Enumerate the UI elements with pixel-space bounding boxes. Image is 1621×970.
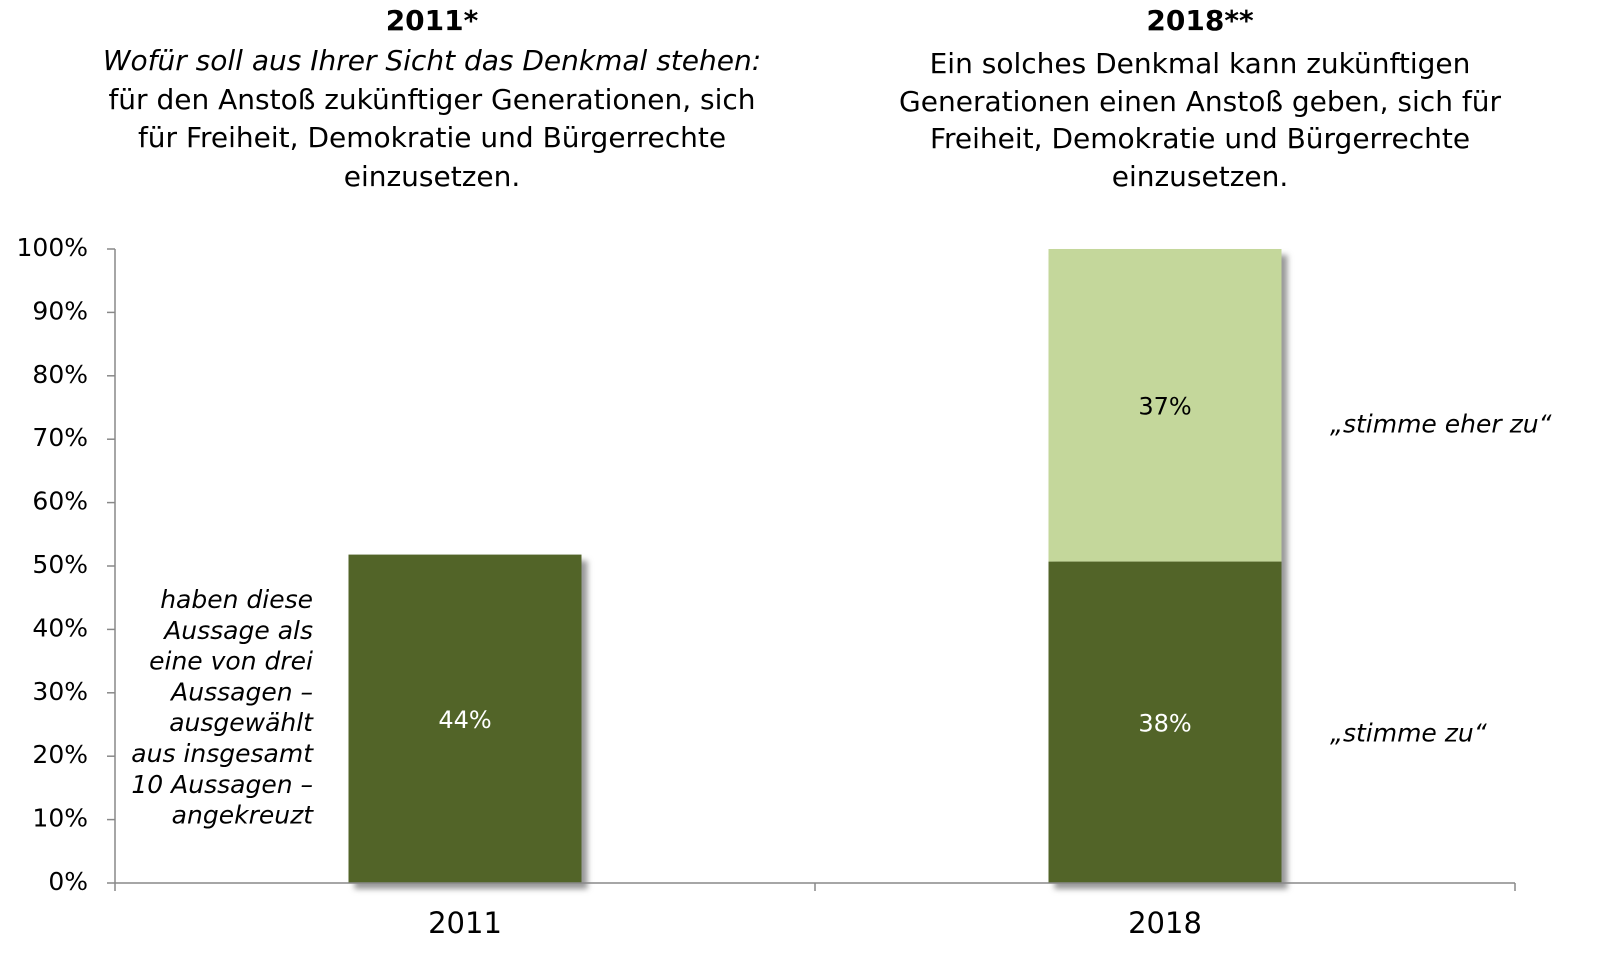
note-line: eine von drei <box>149 647 313 676</box>
header-line: Wofür soll aus Ihrer Sicht das Denkmal s… <box>103 44 761 77</box>
legend-label: „stimme eher zu“ <box>1330 409 1553 438</box>
y-tick-label: 0% <box>48 867 88 896</box>
y-tick-label: 80% <box>32 360 88 389</box>
note-line: angekreuzt <box>172 801 315 830</box>
header-line: Generationen einen Anstoß geben, sich fü… <box>899 85 1501 118</box>
note-line: haben diese <box>160 585 313 614</box>
header-line: einzusetzen. <box>344 160 521 193</box>
bar-segment <box>1048 561 1282 883</box>
note-line: Aussagen – <box>169 677 313 706</box>
header-line: für Freiheit, Demokratie und Bürgerrecht… <box>138 121 726 154</box>
bar-label: 44% <box>438 706 491 734</box>
bar-label: 37% <box>1138 392 1191 420</box>
legend-label: „stimme zu“ <box>1330 718 1488 747</box>
bar-segment <box>348 554 582 883</box>
header-title: 2011* <box>386 4 479 37</box>
note-line: 10 Aussagen – <box>131 770 313 799</box>
bar-segment <box>1048 249 1282 562</box>
y-tick-label: 100% <box>17 233 88 262</box>
y-tick-label: 10% <box>32 804 88 833</box>
y-tick-label: 90% <box>32 296 88 325</box>
y-tick-label: 30% <box>32 677 88 706</box>
header-title: 2018** <box>1146 4 1254 37</box>
y-tick-label: 50% <box>32 550 88 579</box>
y-tick-label: 40% <box>32 613 88 642</box>
header-line: einzusetzen. <box>1112 160 1289 193</box>
header-line: Ein solches Denkmal kann zukünftigen <box>930 47 1471 80</box>
header-line: für den Anstoß zukünftiger Generationen,… <box>108 83 755 116</box>
y-tick-label: 70% <box>32 423 88 452</box>
y-tick-label: 20% <box>32 740 88 769</box>
note-line: ausgewählt <box>169 708 314 737</box>
x-tick-label: 2018 <box>1128 906 1202 940</box>
header-line: Freiheit, Demokratie und Bürgerrechte <box>930 122 1470 155</box>
y-tick-label: 60% <box>32 487 88 516</box>
note-line: aus insgesamt <box>131 739 314 768</box>
note-line: Aussage als <box>162 616 313 645</box>
x-tick-label: 2011 <box>428 906 502 940</box>
bar-label: 38% <box>1138 709 1191 737</box>
